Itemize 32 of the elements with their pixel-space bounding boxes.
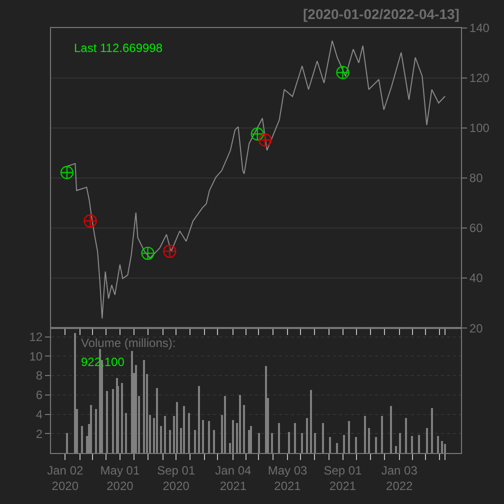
y-tick-label: 6 — [36, 388, 43, 402]
y-tick-label: 140 — [469, 21, 490, 36]
point — [250, 127, 264, 141]
y-tick-label: 4 — [36, 407, 43, 422]
point — [60, 166, 74, 180]
chart-title: [2020-01-02/2022-04-13] — [303, 6, 460, 22]
annotation: Last 112.669998 — [74, 41, 163, 55]
y-tick-label: 12 — [29, 330, 43, 344]
x-tick-label: May 01 2020 — [100, 463, 140, 493]
point — [258, 133, 272, 147]
y-tick-label: 80 — [469, 171, 484, 186]
annotation: 922,100 — [81, 355, 125, 369]
x-tick-label: Jan 04 2021 — [215, 463, 252, 493]
y-tick-label: 40 — [469, 271, 484, 286]
x-tick-label: Jan 02 2020 — [47, 463, 84, 493]
y-tick-label: 100 — [469, 121, 490, 136]
point — [336, 66, 350, 80]
x-tick-label: Jan 03 2022 — [381, 463, 418, 493]
y-tick-label: 2 — [36, 426, 43, 441]
x-tick-label: Sep 01 2021 — [324, 463, 362, 493]
annotation: Volume (millions): — [81, 336, 176, 350]
line-series — [64, 40, 446, 320]
y-tick-label: 20 — [469, 321, 484, 336]
y-tick-label: 10 — [29, 349, 43, 364]
point — [84, 214, 97, 228]
x-tick-label: May 03 2021 — [268, 463, 308, 493]
x-tick-label: Sep 01 2020 — [157, 463, 196, 493]
y-tick-label: 8 — [36, 368, 43, 383]
y-tick-label: 120 — [469, 71, 490, 86]
y-tick-label: 60 — [469, 221, 484, 236]
point — [141, 246, 154, 260]
point — [163, 244, 176, 258]
